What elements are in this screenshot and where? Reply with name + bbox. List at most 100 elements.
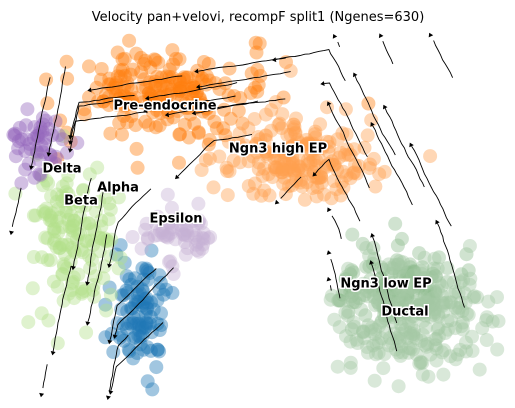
cell-point-beta [43, 253, 58, 268]
cell-point-ngn3-high-ep [198, 153, 213, 168]
cell-point-beta [47, 221, 62, 236]
streamline-arrow [112, 334, 118, 339]
cell-point-ngn3-high-ep [294, 163, 309, 178]
cell-point-pre-endocrine [125, 95, 140, 110]
cell-point-ngn3-high-ep [283, 160, 298, 175]
cell-point-alpha [140, 272, 155, 287]
cell-point-alpha [131, 295, 146, 310]
cell-point-ngn3-low-ep [420, 288, 435, 303]
cell-point-ngn3-low-ep [372, 288, 387, 302]
cell-point-ductal [427, 302, 442, 317]
cell-point-ductal [406, 299, 421, 314]
cell-point-ngn3-high-ep [276, 145, 291, 160]
cell-point-ngn3-high-ep [276, 176, 291, 191]
cell-point-ductal [356, 324, 371, 339]
cell-point-pre-endocrine [248, 80, 262, 95]
cell-point-epsilon [149, 216, 164, 231]
cell-point-ngn3-high-ep [241, 179, 256, 193]
streamline [372, 236, 398, 324]
cell-point-pre-endocrine [115, 95, 129, 110]
cell-point-ductal [443, 349, 458, 364]
cluster-label-delta: Delta [42, 162, 81, 177]
cell-point-beta [52, 241, 67, 256]
cell-point-ngn3-low-ep [428, 269, 443, 284]
cell-point-ductal [459, 335, 473, 350]
cell-point-delta [20, 102, 35, 117]
cell-point-ngn3-low-ep [381, 288, 396, 303]
cell-point-epsilon [147, 228, 162, 243]
cell-point-ductal [370, 295, 385, 310]
cell-point-beta [111, 190, 126, 205]
streamline [382, 41, 394, 65]
cell-point-alpha [137, 291, 152, 306]
cell-point-ductal [398, 322, 413, 337]
cell-point-ngn3-high-ep [309, 141, 324, 156]
cell-point-ngn3-high-ep [249, 145, 264, 160]
cell-point-beta [61, 168, 76, 183]
streamline [329, 285, 332, 291]
streamline-arrow [370, 233, 375, 238]
cell-point-beta [67, 213, 82, 228]
cell-point-ngn3-low-ep [399, 271, 413, 286]
cell-point-pre-endocrine [102, 71, 117, 86]
cell-point-ductal [462, 239, 477, 253]
cell-point-beta [103, 287, 118, 302]
cell-point-ngn3-low-ep [391, 291, 406, 306]
cell-point-beta [34, 306, 49, 321]
cell-point-pre-endocrine [250, 62, 265, 77]
cell-point-pre-endocrine [115, 52, 130, 67]
streamline [314, 158, 361, 222]
streamline [328, 104, 370, 189]
cell-point-beta [59, 185, 74, 200]
cell-point-alpha [113, 330, 128, 345]
cell-point-beta [76, 183, 90, 198]
cell-point-pre-endocrine [141, 86, 156, 101]
cell-point-pre-endocrine [172, 84, 187, 99]
cell-point-delta [38, 131, 53, 145]
cell-point-alpha [146, 302, 161, 317]
cell-point-ductal [378, 292, 393, 307]
cell-point-beta [49, 194, 64, 209]
cell-point-beta [88, 269, 103, 284]
cell-point-ngn3-high-ep [290, 132, 305, 147]
cell-point-beta [62, 193, 77, 208]
cell-point-ngn3-high-ep [347, 165, 362, 180]
cell-point-alpha [140, 264, 155, 279]
cell-point-ngn3-high-ep [297, 163, 312, 178]
cell-point-pre-endocrine [154, 89, 169, 104]
cell-point-beta [47, 236, 61, 250]
cell-point-ngn3-high-ep [279, 163, 294, 178]
cell-point-ngn3-high-ep [306, 152, 321, 167]
cell-point-ngn3-low-ep [352, 291, 367, 306]
cell-point-beta [39, 201, 54, 216]
cell-point-ductal [452, 300, 467, 315]
cell-point-ngn3-low-ep [427, 261, 441, 276]
cell-point-beta [26, 250, 41, 264]
cell-point-ngn3-high-ep [327, 157, 342, 172]
cell-point-ngn3-high-ep [304, 139, 319, 154]
cell-point-ductal [361, 318, 376, 333]
cell-point-ngn3-high-ep [306, 138, 321, 153]
cell-point-epsilon [173, 218, 188, 232]
cell-point-beta [64, 220, 79, 235]
cell-point-ductal [461, 307, 476, 322]
streamline [324, 82, 368, 158]
cell-point-alpha [143, 310, 158, 324]
streamline-arrow [50, 351, 56, 356]
cell-point-alpha [145, 382, 160, 397]
cell-point-beta [55, 194, 70, 209]
cell-point-pre-endocrine [185, 90, 200, 105]
cell-point-ductal [367, 373, 382, 388]
cell-point-pre-endocrine [134, 65, 149, 79]
cell-point-ductal [378, 302, 393, 317]
cell-point-ngn3-high-ep [303, 147, 318, 162]
cell-point-ngn3-high-ep [259, 144, 274, 159]
cell-point-ngn3-high-ep [368, 179, 383, 194]
cell-point-ngn3-low-ep [440, 261, 455, 276]
streamline [433, 40, 454, 78]
cell-point-ductal [374, 331, 389, 346]
cell-point-ductal [438, 326, 453, 340]
cell-point-pre-endocrine [115, 62, 130, 77]
cell-point-ngn3-low-ep [412, 297, 427, 312]
cell-point-ductal [470, 290, 485, 305]
